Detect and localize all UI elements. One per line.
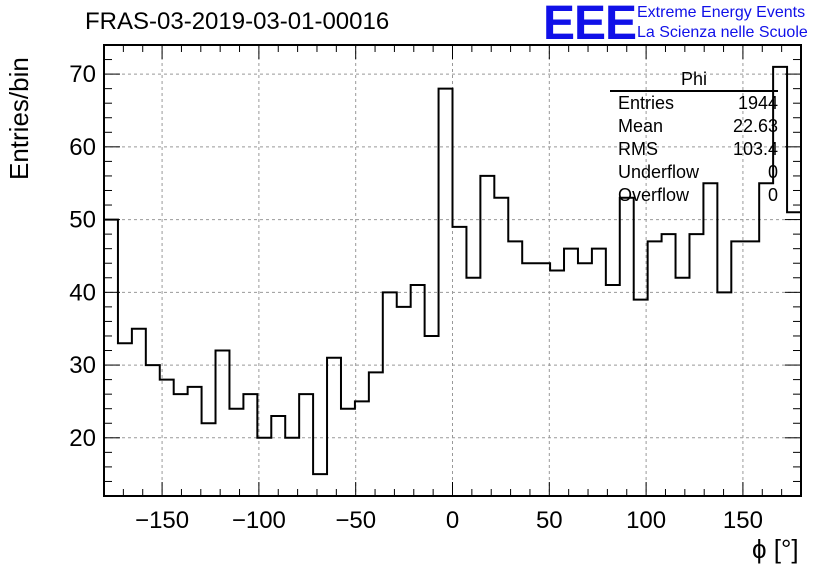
histogram-bin <box>369 372 383 496</box>
histogram-bin <box>397 307 411 496</box>
stats-row-overflow: Overflow 0 <box>610 184 778 207</box>
x-tick-label: −100 <box>232 507 286 534</box>
histogram-bin <box>132 329 146 496</box>
stats-label: RMS <box>618 139 658 159</box>
histogram-bin <box>508 241 522 496</box>
histogram-bin <box>327 358 341 496</box>
histogram-bin <box>480 176 494 496</box>
histogram-bin <box>703 183 717 496</box>
histogram-bin <box>578 263 592 496</box>
histogram-bin <box>355 401 369 496</box>
x-tick-label: 0 <box>446 507 459 534</box>
histogram-bin <box>243 394 257 496</box>
histogram-bin <box>759 183 773 496</box>
histogram-bin <box>118 343 132 496</box>
histogram-bin <box>717 292 731 496</box>
histogram-bin <box>564 249 578 496</box>
histogram-bin <box>676 278 690 496</box>
plot-frame <box>103 44 802 497</box>
histogram-bin <box>257 438 271 496</box>
histogram-bin <box>634 300 648 496</box>
stats-value: 1944 <box>737 93 778 113</box>
stats-label: Mean <box>618 116 664 136</box>
chart-title: FRAS-03-2019-03-01-00016 <box>85 8 390 35</box>
x-tick-label: 100 <box>626 507 666 534</box>
eee-logo: EEE <box>543 0 637 50</box>
histogram-bin <box>466 278 480 496</box>
histogram-bin <box>229 409 243 496</box>
histogram-bin <box>299 394 313 496</box>
stats-label: Underflow <box>618 162 700 182</box>
histogram-bin <box>174 394 188 496</box>
y-axis-label: Entries/bin <box>4 57 34 180</box>
histogram-bin <box>411 285 425 496</box>
x-tick-label: 50 <box>536 507 563 534</box>
stats-value: 103.4 <box>732 139 778 159</box>
x-axis-label: ϕ [°] <box>752 534 799 564</box>
x-tick-label: −50 <box>335 507 376 534</box>
logo-line-2: La Scienza nelle Scuole <box>637 24 808 41</box>
stats-title: Phi <box>610 68 778 92</box>
y-tick-label: 40 <box>69 279 96 306</box>
histogram-bin <box>425 336 439 496</box>
histogram-bin <box>188 387 202 496</box>
histogram-bin <box>341 409 355 496</box>
histogram-bin <box>313 474 327 496</box>
stats-label: Overflow <box>618 185 690 205</box>
histogram-bin <box>216 351 230 496</box>
histogram-bin <box>146 365 160 496</box>
x-tick-label: 150 <box>723 507 763 534</box>
histogram-bin <box>494 198 508 496</box>
histogram-bin <box>536 263 550 496</box>
histogram-bin <box>522 263 536 496</box>
y-tick-label: 50 <box>69 207 96 234</box>
histogram-series <box>104 65 801 476</box>
histogram-bin <box>689 234 703 496</box>
histogram-bin <box>606 285 620 496</box>
stats-row-entries: Entries 1944 <box>610 92 778 115</box>
histogram-bin <box>383 292 397 496</box>
histogram-bin <box>453 227 467 496</box>
histogram-bin <box>648 241 662 496</box>
histogram-bin <box>620 198 634 496</box>
stats-value: 0 <box>767 162 778 182</box>
histogram-bin <box>745 241 759 496</box>
stats-value: 22.63 <box>732 116 778 136</box>
stats-row-rms: RMS 103.4 <box>610 138 778 161</box>
stats-row-underflow: Underflow 0 <box>610 161 778 184</box>
stats-value: 0 <box>767 185 778 205</box>
x-tick-label: −150 <box>135 507 189 534</box>
histogram-bin <box>285 438 299 496</box>
histogram-bin <box>787 212 801 496</box>
y-tick-label: 30 <box>69 352 96 379</box>
y-tick-label: 20 <box>69 425 96 452</box>
histogram-bin <box>271 416 285 496</box>
histogram-bin <box>550 271 564 497</box>
logo-line-1: Extreme Energy Events <box>637 4 806 21</box>
y-tick-label: 70 <box>69 61 96 88</box>
stats-box: Phi Entries 1944 Mean 22.63 RMS 103.4 Un… <box>610 68 778 207</box>
stats-row-mean: Mean 22.63 <box>610 115 778 138</box>
stats-label: Entries <box>618 93 675 113</box>
histogram-bin <box>202 423 216 496</box>
histogram-bin <box>592 249 606 496</box>
y-tick-label: 60 <box>69 134 96 161</box>
histogram-bin <box>104 220 118 496</box>
